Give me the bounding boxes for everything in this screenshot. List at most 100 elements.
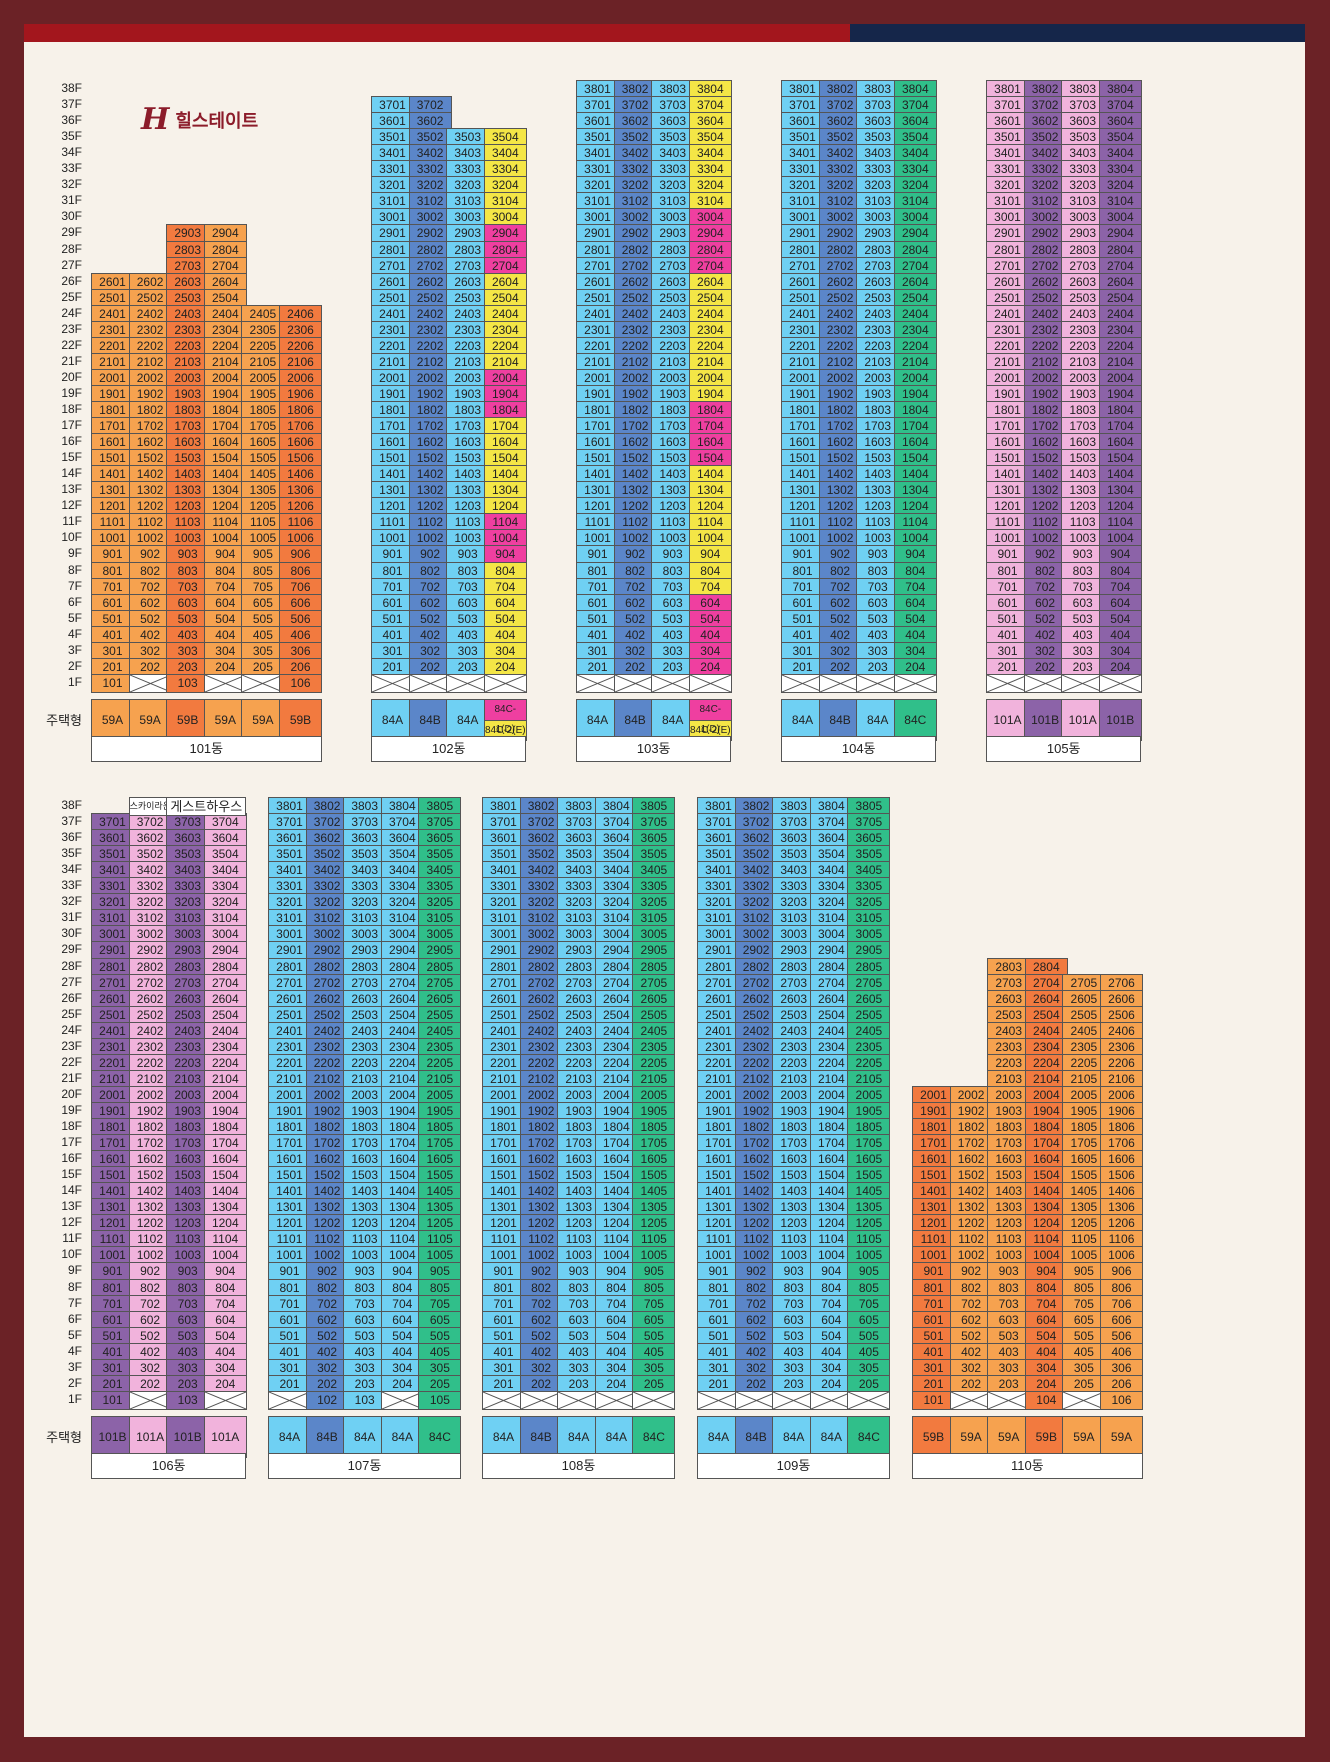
- housing-type-cell: 84A: [809, 1416, 853, 1458]
- unit-cell: 901: [371, 545, 414, 565]
- unit-cell: 2201: [781, 336, 824, 356]
- unit-cell: 802: [408, 561, 452, 581]
- housing-type-cell: 59A: [91, 699, 134, 741]
- unit-cell: 203: [856, 657, 900, 677]
- unit-cell: 904: [483, 545, 527, 565]
- unit-cell: 3004: [483, 208, 527, 228]
- unit-cell: 2301: [91, 320, 134, 340]
- unit-cell: 306: [279, 641, 322, 661]
- unit-cell: 1904: [203, 384, 247, 404]
- floor-label: 29F: [61, 225, 82, 240]
- housing-type-cell: 84C: [632, 1416, 676, 1458]
- unit-cell: 2604: [893, 272, 937, 292]
- housing-type-cell: 101B: [91, 1416, 134, 1458]
- unit-cell: 205: [241, 657, 285, 677]
- floor-label: 31F: [61, 193, 82, 208]
- unit-cell: 701: [986, 577, 1029, 597]
- unit-cell: 3404: [893, 144, 937, 164]
- unit-cell: 3401: [781, 144, 824, 164]
- top-accent-bar-navy: [850, 24, 1305, 42]
- housing-type-cell: 84C: [847, 1416, 891, 1458]
- unit-cell: 2801: [371, 240, 414, 260]
- empty-unit-cell: [482, 1390, 525, 1410]
- unit-cell: 3401: [986, 144, 1029, 164]
- unit-cell: 303: [166, 641, 210, 661]
- unit-cell: 601: [371, 593, 414, 613]
- unit-cell: 2501: [576, 288, 619, 308]
- unit-cell: 1803: [651, 401, 695, 420]
- unit-cell: 2306: [279, 320, 322, 340]
- unit-cell: 3302: [408, 160, 452, 180]
- unit-cell: 3503: [856, 128, 900, 148]
- unit-cell: 1302: [128, 481, 172, 501]
- unit-cell: 3001: [371, 208, 414, 228]
- floor-label: 38F: [61, 81, 82, 95]
- floor-label: 34F: [61, 145, 82, 160]
- housing-type-cell: 84A: [371, 699, 414, 741]
- floor-label: 19F: [61, 385, 82, 400]
- floor-label: 2F: [67, 658, 82, 673]
- floor-label: 36F: [61, 113, 82, 128]
- housing-type-cell: 84C-1(D)84C-2(E): [483, 699, 527, 741]
- unit-cell: 201: [91, 657, 134, 677]
- unit-cell: 702: [128, 577, 172, 597]
- unit-cell: 502: [408, 609, 452, 629]
- unit-cell: 2104: [688, 352, 732, 372]
- unit-cell: 701: [781, 577, 824, 597]
- housing-type-cell: 59A: [128, 699, 172, 741]
- unit-cell: 3002: [613, 208, 657, 228]
- unit-cell: 1203: [166, 497, 210, 517]
- unit-cell: 1404: [483, 465, 527, 485]
- unit-cell: 106: [1100, 1390, 1143, 1410]
- type-84c-1-label: 84C-1(D): [484, 700, 526, 735]
- housing-type-label: 주택형: [46, 1430, 82, 1445]
- unit-cell: 1104: [893, 513, 937, 533]
- unit-cell: 2004: [688, 368, 732, 388]
- unit-cell: 3502: [818, 128, 862, 148]
- unit-cell: 604: [688, 593, 732, 613]
- housing-type-cell: 84B: [519, 1416, 563, 1458]
- unit-cell: 1003: [166, 529, 210, 549]
- unit-cell: 3402: [613, 144, 657, 164]
- unit-cell: 1506: [279, 449, 322, 469]
- empty-unit-cell: [697, 1390, 740, 1410]
- empty-unit-cell: [987, 1390, 1031, 1410]
- floor-label: 3F: [67, 642, 82, 657]
- unit-cell: 3101: [781, 192, 824, 212]
- unit-cell: 902: [128, 545, 172, 565]
- unit-cell: 2302: [128, 320, 172, 340]
- unit-cell: 3803: [651, 80, 695, 99]
- unit-cell: 1203: [446, 497, 490, 517]
- unit-cell: 3404: [688, 144, 732, 164]
- housing-type-cell: 59B: [912, 1416, 955, 1458]
- unit-cell: 2102: [613, 352, 657, 372]
- brand-logo: H 힐스테이트: [141, 102, 258, 137]
- unit-cell: 206: [279, 657, 322, 677]
- unit-cell: 2504: [893, 288, 937, 308]
- empty-unit-cell: [483, 673, 527, 693]
- unit-cell: 3003: [446, 208, 490, 228]
- unit-cell: 901: [91, 545, 134, 565]
- building-name: 109동: [697, 1453, 890, 1479]
- housing-type-cell: 84A: [772, 1416, 816, 1458]
- unit-cell: 3502: [408, 128, 452, 148]
- unit-cell: 3402: [408, 144, 452, 164]
- empty-unit-cell: [203, 1390, 247, 1410]
- unit-cell: 602: [818, 593, 862, 613]
- unit-cell: 1905: [241, 384, 285, 404]
- empty-unit-cell: [632, 1390, 676, 1410]
- empty-unit-cell: [1023, 673, 1067, 693]
- unit-cell: 702: [408, 577, 452, 597]
- unit-cell: 2105: [241, 352, 285, 372]
- housing-type-cell: 101B: [166, 1416, 210, 1458]
- unit-cell: 3504: [688, 128, 732, 148]
- unit-cell: 2901: [576, 224, 619, 244]
- unit-cell: 1102: [408, 513, 452, 533]
- empty-unit-cell: [734, 1390, 778, 1410]
- unit-cell: 1001: [371, 529, 414, 549]
- empty-unit-cell: [781, 673, 824, 693]
- floor-label: 8F: [67, 562, 82, 577]
- empty-unit-cell: [557, 1390, 601, 1410]
- unit-cell: 2204: [688, 336, 732, 356]
- unit-cell: 402: [408, 625, 452, 645]
